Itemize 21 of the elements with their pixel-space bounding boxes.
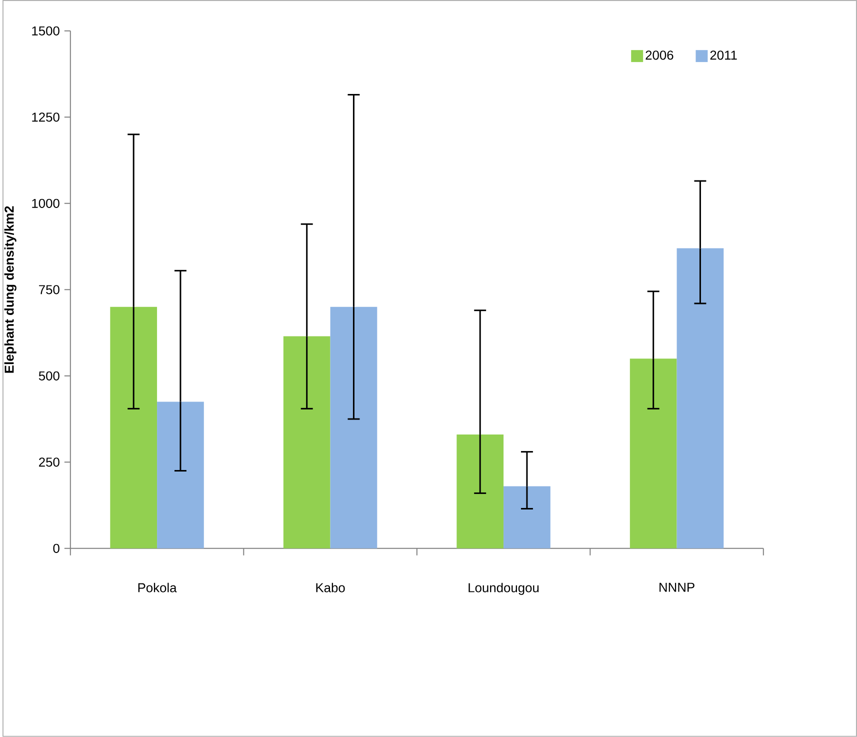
bar <box>110 306 158 548</box>
bar <box>630 358 677 548</box>
x-tick-label: Loundougou <box>468 582 539 595</box>
legend-label: 2006 <box>646 50 674 60</box>
y-tick-label: 250 <box>39 458 60 467</box>
bar <box>157 402 204 548</box>
bar <box>504 486 550 548</box>
y-tick-label: 0 <box>53 544 60 554</box>
y-axis-title: Elephant dung density/km2 <box>4 206 16 373</box>
y-tick-label: 1500 <box>32 26 60 36</box>
y-tick-label: 500 <box>38 371 60 381</box>
legend-label: 2011 <box>710 50 737 60</box>
x-tick-label: Pokola <box>138 582 177 592</box>
x-tick-label: NNNP <box>660 582 694 592</box>
y-tick-label: 1250 <box>32 112 60 122</box>
bar <box>283 336 330 548</box>
y-tick-label: 1000 <box>32 198 60 208</box>
bar <box>330 306 378 548</box>
x-tick-label: Kabo <box>316 582 345 592</box>
bar <box>676 248 724 548</box>
y-tick-label: 750 <box>39 285 60 294</box>
